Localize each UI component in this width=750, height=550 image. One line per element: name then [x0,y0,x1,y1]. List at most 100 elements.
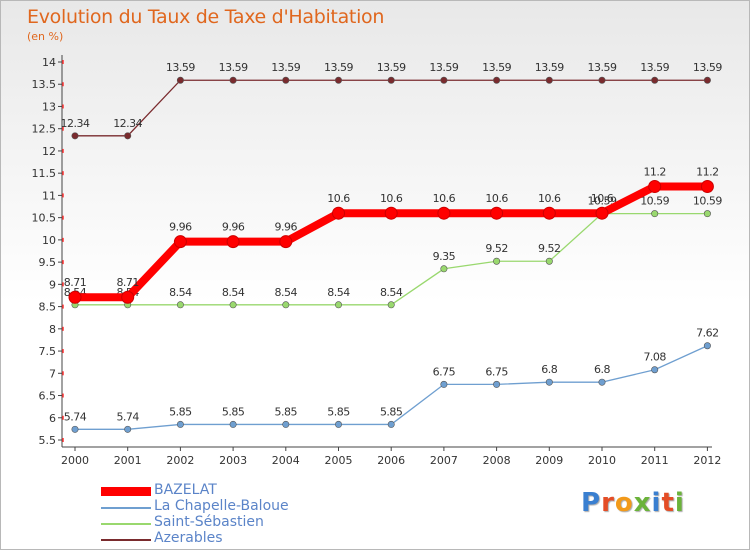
data-point [490,206,504,220]
data-point [176,301,184,309]
data-point [545,378,553,386]
data-label: 8.71 [64,276,87,289]
data-point [124,425,132,433]
data-label: 12.34 [113,117,142,130]
data-point [334,420,342,428]
data-label: 11.2 [696,166,719,179]
data-point [493,257,501,265]
legend-label: La Chapelle-Baloue [154,498,289,514]
data-label: 8.54 [327,286,350,299]
x-tick-label: 2010 [588,454,616,467]
data-point [332,206,345,220]
x-tick-label: 2002 [166,454,194,467]
data-label: 9.96 [222,221,245,234]
data-point [651,210,659,218]
data-point [71,425,79,433]
y-tick-label: 12 [42,145,56,158]
data-label: 10.6 [591,192,614,205]
logo-letter: i [651,488,662,518]
x-tick-label: 2004 [272,454,300,467]
logo-letter: x [633,488,652,518]
data-label: 10.59 [588,195,617,208]
data-label: 10.59 [640,195,669,208]
data-point [598,76,606,84]
proxiti-logo: Proxiti [581,488,685,518]
y-tick-label: 7 [49,367,56,380]
data-label: 13.59 [429,61,458,74]
x-tick-label: 2003 [219,454,247,467]
data-point [595,206,609,220]
data-point [703,342,711,350]
y-tick-label: 7.5 [39,345,57,358]
data-point [282,76,290,84]
data-point [124,132,132,140]
data-label: 8.54 [275,286,298,299]
data-point [542,206,556,220]
data-label: 5.85 [327,405,350,418]
y-tick-label: 9.5 [39,256,57,269]
y-tick-label: 14 [42,56,56,69]
data-label: 6.8 [541,363,557,376]
legend-swatch [101,487,151,496]
x-tick-label: 2011 [641,454,669,467]
data-point [176,420,184,428]
data-point [493,76,501,84]
y-tick-label: 13 [42,100,56,113]
y-tick-label: 9 [49,278,56,291]
data-label: 6.8 [594,363,610,376]
legend-swatch [101,539,151,541]
data-label: 10.6 [538,192,561,205]
x-tick-label: 2005 [325,454,353,467]
y-tick-label: 13.5 [32,78,57,91]
data-label: 6.75 [433,365,456,378]
legend-label: Saint-Sébastien [154,514,264,530]
legend-swatch [101,507,151,509]
x-tick-label: 2009 [535,454,563,467]
logo-letter: r [601,488,615,518]
data-point [440,265,448,273]
data-point [648,180,662,194]
data-label: 10.6 [433,192,456,205]
data-label: 5.85 [169,405,192,418]
data-label: 10.59 [693,195,722,208]
y-tick-label: 12.5 [32,123,57,136]
data-point [651,366,659,374]
y-tick-label: 10.5 [32,212,57,225]
data-label: 11.2 [643,166,666,179]
data-label: 13.59 [588,61,617,74]
data-point [71,132,79,140]
y-tick-label: 6 [49,412,56,425]
data-label: 9.35 [433,250,456,263]
data-label: 8.54 [222,286,245,299]
data-label: 13.59 [166,61,195,74]
data-label: 13.59 [324,61,353,74]
x-tick-label: 2000 [61,454,89,467]
data-point [440,380,448,388]
x-tick-label: 2008 [483,454,511,467]
data-point [703,210,711,218]
y-tick-label: 8.5 [39,301,57,314]
data-point [440,76,448,84]
data-point [229,76,237,84]
data-label: 6.75 [485,365,508,378]
data-point [176,76,184,84]
series-line-0 [75,79,708,137]
data-label: 13.59 [535,61,564,74]
logo-letter: t [661,488,675,518]
x-tick-label: 2007 [430,454,458,467]
data-label: 13.59 [219,61,248,74]
logo-letter: P [581,488,602,518]
data-label: 10.6 [485,192,508,205]
data-label: 12.34 [61,117,90,130]
data-label: 13.59 [271,61,300,74]
chart-subtitle: (en %) [27,30,64,43]
data-point [279,235,293,249]
data-label: 13.59 [482,61,511,74]
legend-label: BAZELAT [154,482,217,498]
y-tick-label: 10 [42,234,56,247]
data-label: 8.71 [116,276,139,289]
y-tick-label: 11 [42,189,56,202]
legend-swatch [101,523,151,525]
data-point [545,76,553,84]
data-label: 5.74 [64,410,87,423]
